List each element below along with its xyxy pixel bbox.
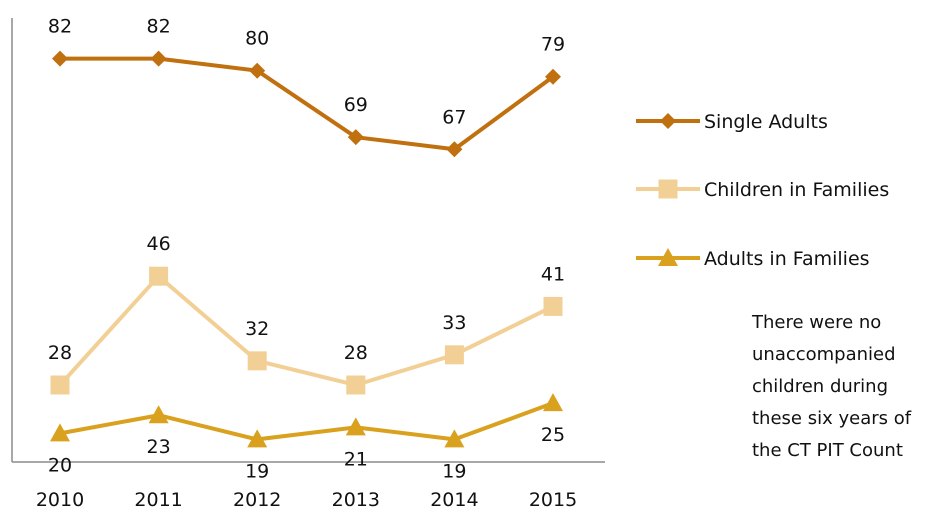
series-layer: 82 82 80 69 67 79 28 46 32 28 33 41 20 23 19 21 19 25 [48, 16, 565, 483]
data-label: 46 [147, 233, 171, 255]
data-point-marker [545, 68, 561, 85]
legend-item: Single Adults [636, 111, 828, 133]
axes: 2010 2011 2012 2013 2014 2015 [11, 18, 605, 511]
data-label: 25 [541, 424, 565, 446]
series-children-in-families: 28 46 32 28 33 41 [48, 233, 565, 395]
x-tick-label: 2014 [430, 489, 478, 511]
data-label: 21 [344, 448, 368, 470]
data-label: 33 [442, 312, 466, 334]
legend-label: Adults in Families [704, 248, 870, 270]
series-single-adults: 82 82 80 69 67 79 [48, 16, 565, 158]
data-point-marker [247, 429, 268, 448]
series-line [59, 401, 554, 442]
series-line [58, 274, 554, 388]
data-point-marker [347, 129, 364, 146]
data-point-marker [149, 266, 169, 286]
legend-swatch-marker [660, 113, 676, 129]
series-adults-in-families: 20 23 19 21 19 25 [48, 393, 565, 482]
data-point-marker [249, 62, 266, 79]
data-label: 69 [344, 94, 368, 116]
data-point-marker [52, 50, 68, 67]
legend-label: Single Adults [704, 111, 828, 133]
data-point-marker [346, 375, 366, 395]
data-label: 28 [344, 342, 368, 364]
data-label: 41 [541, 263, 565, 285]
data-point-marker [345, 417, 366, 436]
data-point-marker [247, 351, 267, 371]
data-label: 82 [48, 16, 72, 38]
data-point-marker [148, 405, 169, 424]
x-tick-label: 2015 [529, 489, 577, 511]
legend-label: Children in Families [704, 179, 889, 201]
data-point-marker [444, 345, 464, 365]
series-line [60, 56, 555, 152]
legend-swatch-marker [658, 179, 678, 199]
data-label: 79 [541, 34, 565, 56]
data-point-marker [543, 393, 563, 412]
data-label: 19 [442, 460, 466, 482]
data-point-marker [50, 423, 70, 442]
legend-item: Adults in Families [636, 248, 870, 270]
data-point-marker [150, 50, 167, 67]
data-label: 23 [147, 436, 171, 458]
x-tick-label: 2013 [332, 489, 380, 511]
data-label: 28 [48, 342, 72, 364]
legend-swatch-marker [658, 248, 678, 266]
data-label: 80 [245, 28, 269, 50]
data-point-marker [446, 141, 463, 158]
data-label: 82 [147, 16, 171, 38]
footnote-text: There were no unaccompanied children dur… [752, 312, 912, 461]
data-label: 19 [245, 460, 269, 482]
data-label: 20 [48, 454, 72, 476]
data-label: 32 [245, 318, 269, 340]
legend-item: Children in Families [636, 179, 889, 201]
data-point-marker [50, 375, 70, 395]
data-point-marker [444, 429, 465, 448]
x-tick-label: 2012 [233, 489, 281, 511]
data-label: 67 [442, 106, 466, 128]
x-tick-label: 2010 [36, 489, 84, 511]
x-tick-label: 2011 [134, 489, 182, 511]
legend: Single Adults Children in Families Adults … [636, 111, 889, 270]
data-point-marker [543, 296, 563, 316]
